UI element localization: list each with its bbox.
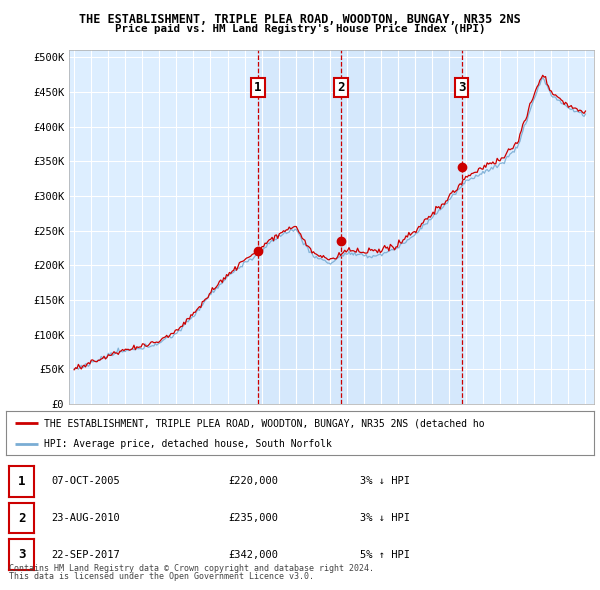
- Text: 1: 1: [18, 475, 25, 488]
- Text: 3% ↓ HPI: 3% ↓ HPI: [360, 477, 410, 486]
- Text: THE ESTABLISHMENT, TRIPLE PLEA ROAD, WOODTON, BUNGAY, NR35 2NS: THE ESTABLISHMENT, TRIPLE PLEA ROAD, WOO…: [79, 13, 521, 26]
- Text: £235,000: £235,000: [228, 513, 278, 523]
- Text: 3% ↓ HPI: 3% ↓ HPI: [360, 513, 410, 523]
- Text: £220,000: £220,000: [228, 477, 278, 486]
- Text: 07-OCT-2005: 07-OCT-2005: [51, 477, 120, 486]
- Text: 3: 3: [458, 81, 466, 94]
- Text: 2: 2: [337, 81, 344, 94]
- Bar: [341, 50, 461, 404]
- Text: 23-AUG-2010: 23-AUG-2010: [51, 513, 120, 523]
- Text: THE ESTABLISHMENT, TRIPLE PLEA ROAD, WOODTON, BUNGAY, NR35 2NS (detached ho: THE ESTABLISHMENT, TRIPLE PLEA ROAD, WOO…: [44, 418, 485, 428]
- Text: Contains HM Land Registry data © Crown copyright and database right 2024.: Contains HM Land Registry data © Crown c…: [9, 563, 374, 572]
- Text: HPI: Average price, detached house, South Norfolk: HPI: Average price, detached house, Sout…: [44, 438, 332, 448]
- Text: 5% ↑ HPI: 5% ↑ HPI: [360, 550, 410, 559]
- Text: 22-SEP-2017: 22-SEP-2017: [51, 550, 120, 559]
- Text: 1: 1: [254, 81, 262, 94]
- Text: 2: 2: [18, 512, 25, 525]
- Text: £342,000: £342,000: [228, 550, 278, 559]
- Text: This data is licensed under the Open Government Licence v3.0.: This data is licensed under the Open Gov…: [9, 572, 314, 581]
- Text: 3: 3: [18, 548, 25, 561]
- Bar: [257, 50, 341, 404]
- Text: Price paid vs. HM Land Registry's House Price Index (HPI): Price paid vs. HM Land Registry's House …: [115, 24, 485, 34]
